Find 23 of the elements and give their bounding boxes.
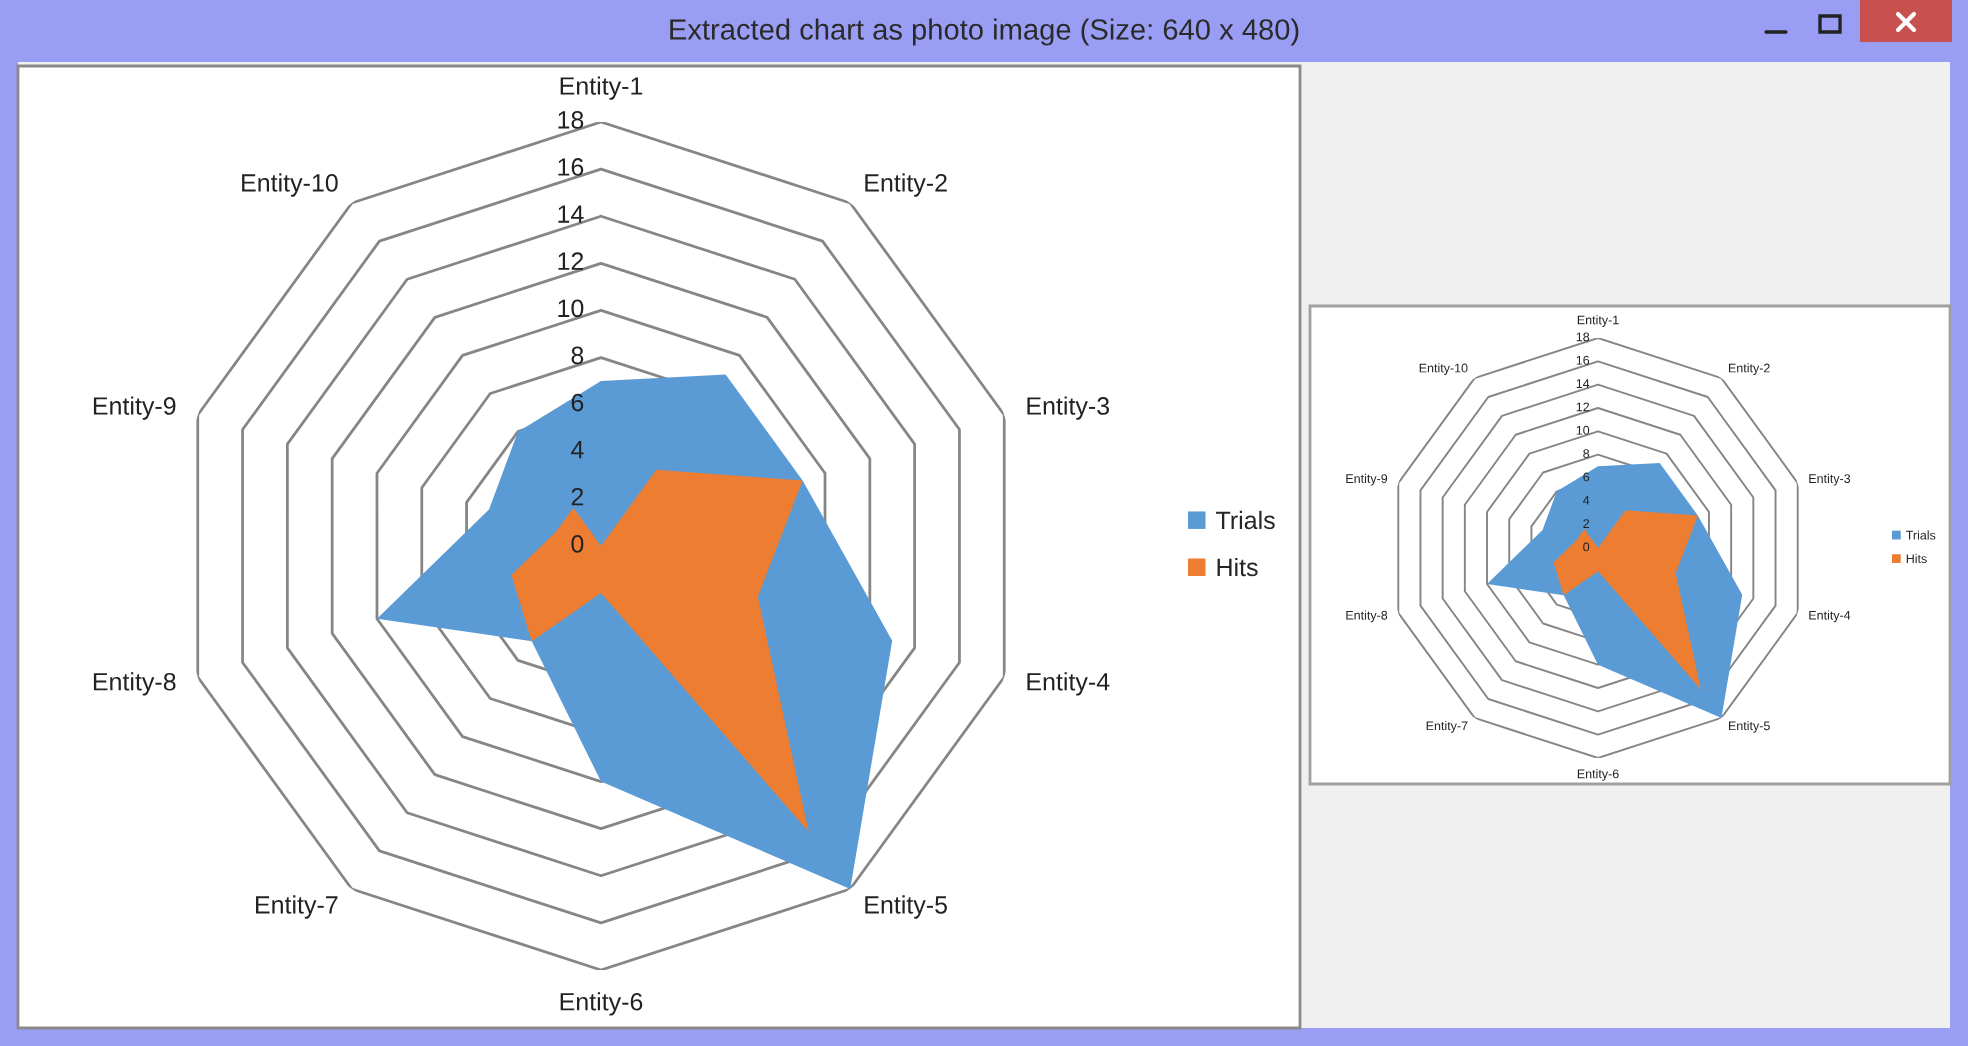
spoke-label: Entity-2 [865,173,947,197]
spoke-label: Entity-8 [93,672,176,696]
spoke-label: Entity-10 [242,173,338,197]
y-tick-label: 12 [558,252,584,270]
chart-title: Extracted chart as photo image (Size: 640 x 480) [670,18,1299,46]
spoke-label: Entity-9 [93,396,176,420]
y-tick-label: 8 [571,346,584,365]
y-tick-label: 16 [558,158,584,176]
y-tick-label: 0 [571,535,584,553]
spoke-label: Entity-3 [1027,396,1110,420]
legend-label: Trials [1216,510,1275,530]
y-tick-label: 14 [558,205,584,223]
y-tick-label: 6 [571,393,584,412]
y-tick-label: 10 [558,299,584,318]
spoke-label: Entity-6 [560,992,643,1016]
y-tick-label: 4 [571,441,584,459]
spoke-label: Entity-1 [560,76,643,100]
legend-label: Hits [1217,557,1258,577]
spoke-label: Entity-4 [1027,672,1110,696]
spoke-label: Entity-7 [256,895,338,919]
y-tick-label: 18 [558,111,584,129]
spoke-label: Entity-5 [865,895,947,919]
y-tick-label: 2 [571,487,584,506]
